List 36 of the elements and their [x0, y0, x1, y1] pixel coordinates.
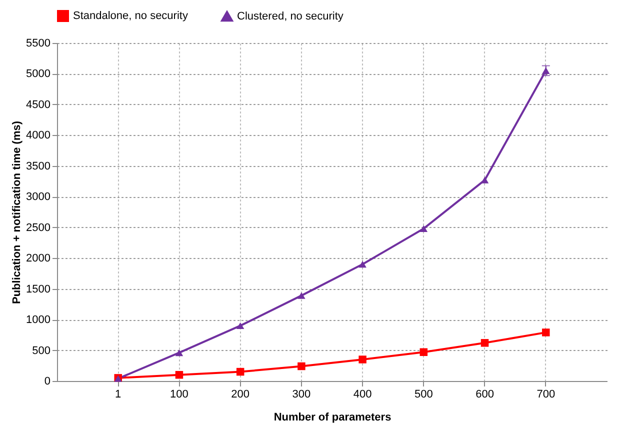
y-tick-label: 1000 — [26, 314, 50, 326]
point — [236, 322, 244, 330]
point — [542, 328, 550, 336]
y-tick-label: 3500 — [26, 160, 50, 172]
y-tick-label: 5000 — [26, 68, 50, 80]
y-tick-label: 500 — [32, 344, 50, 357]
x-tick-label: 400 — [353, 388, 372, 400]
point — [420, 225, 428, 232]
y-tick-label: 2000 — [26, 252, 50, 265]
y-tick-label: 4500 — [26, 98, 50, 111]
y-tick-label: 3000 — [26, 191, 50, 204]
y-tick-label: 1500 — [26, 283, 50, 296]
x-tick-label: 200 — [231, 388, 250, 400]
legend-label: Clustered, no security — [237, 10, 344, 22]
point — [358, 260, 366, 268]
point — [420, 348, 428, 356]
x-tick-label: 500 — [414, 388, 433, 400]
point — [298, 362, 306, 370]
legend-label: Standalone, no security — [73, 10, 188, 22]
y-tick-label: 4000 — [26, 130, 50, 142]
x-tick-label: 600 — [476, 388, 494, 400]
y-axis-title: Publication + notification time (ms) — [11, 120, 24, 304]
x-tick-label: 1 — [115, 388, 122, 400]
x-tick-label: 700 — [536, 388, 556, 400]
point — [358, 356, 366, 364]
point — [236, 368, 244, 376]
point — [175, 370, 184, 379]
y-tick-label: 5500 — [26, 38, 50, 50]
x-axis-title: Number of parameters — [274, 412, 392, 424]
point — [175, 349, 184, 356]
x-tick-label: 300 — [292, 388, 311, 400]
y-tick-label: 2500 — [26, 222, 50, 234]
point — [480, 339, 489, 347]
y-tick-label: 0 — [44, 376, 50, 388]
x-tick-label: 100 — [170, 388, 188, 400]
point — [298, 292, 306, 299]
